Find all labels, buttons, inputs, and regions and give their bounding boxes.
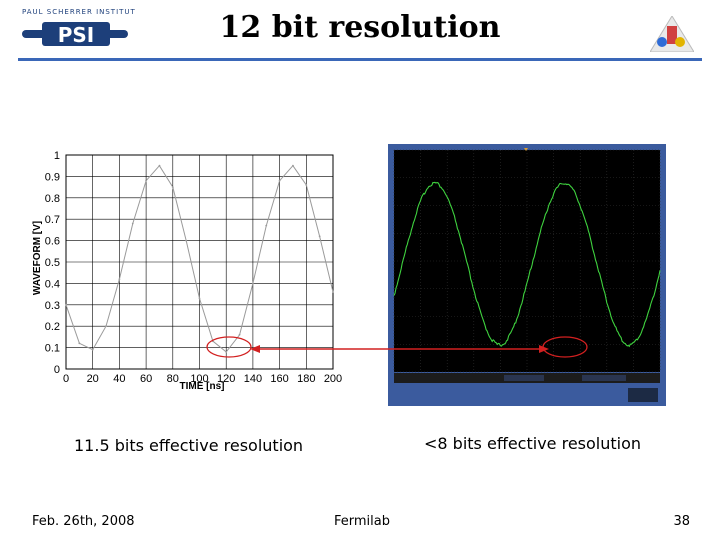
x-axis-label: TIME [ns] xyxy=(180,381,225,392)
logo-mark-text: PSI xyxy=(58,23,95,47)
x-tick-label: 20 xyxy=(87,373,99,385)
plot-frame xyxy=(65,154,334,370)
footer-center: Fermilab xyxy=(334,514,390,529)
y-tick-label: 1 xyxy=(54,150,60,162)
waveform-point xyxy=(145,179,147,182)
waveform-point xyxy=(91,348,94,351)
x-tick-label: 160 xyxy=(270,373,288,385)
left-caption: 11.5 bits effective resolution xyxy=(74,436,304,455)
corner-logo-icon xyxy=(650,16,694,52)
y-axis-label: WAVEFORM [V] xyxy=(32,221,43,295)
waveform-point xyxy=(158,164,161,167)
waveform-point xyxy=(118,278,121,281)
y-tick-label: 0.5 xyxy=(45,257,60,269)
x-tick-label: 100 xyxy=(190,373,208,385)
waveform-point xyxy=(105,325,107,328)
right-caption: <8 bits effective resolution xyxy=(424,434,642,453)
y-tick-labels: 0 0.1 0.2 0.3 0.4 0.5 0.6 0.7 0.8 0.9 1 xyxy=(45,150,60,376)
y-tick-label: 0.8 xyxy=(45,193,60,205)
plot-grid xyxy=(65,154,334,370)
waveform-point xyxy=(171,186,174,188)
waveform-point xyxy=(265,224,268,227)
y-tick-label: 0.7 xyxy=(45,214,60,226)
y-tick-label: 0 xyxy=(54,364,60,376)
x-tick-label: 140 xyxy=(244,373,262,385)
psi-logo-mark: PSI xyxy=(22,22,128,47)
scope-trace xyxy=(393,181,661,348)
y-tick-label: 0.3 xyxy=(45,300,60,312)
waveform-point xyxy=(238,333,241,336)
x-tick-labels: 0 20 40 60 80 100 120 140 160 180 200 xyxy=(63,373,342,385)
waveform-point xyxy=(305,184,308,186)
trigger-marker-icon xyxy=(524,148,528,151)
oscilloscope-screenshot xyxy=(388,144,666,406)
waveform-point xyxy=(225,350,228,353)
waveform-point xyxy=(78,342,81,345)
waveform-point xyxy=(198,297,201,300)
header-rule xyxy=(18,58,702,61)
footer-page-number: 38 xyxy=(673,514,690,529)
x-tick-label: 0 xyxy=(63,373,69,385)
x-tick-label: 120 xyxy=(217,373,235,385)
scope-graticule xyxy=(393,149,661,373)
x-tick-label: 180 xyxy=(297,373,315,385)
waveform-point xyxy=(65,303,67,306)
y-tick-label: 0.4 xyxy=(45,278,60,290)
psi-logo: PAUL SCHERRER INSTITUT PSI xyxy=(22,8,135,50)
footer-date: Feb. 26th, 2008 xyxy=(32,514,135,529)
y-tick-label: 0.9 xyxy=(45,171,60,183)
x-tick-label: 200 xyxy=(324,373,342,385)
x-tick-label: 40 xyxy=(113,373,125,385)
waveform-point xyxy=(252,282,254,285)
page-title: 12 bit resolution xyxy=(219,10,501,45)
waveform-point xyxy=(185,239,188,242)
waveform-point xyxy=(292,164,294,167)
comparison-arrow xyxy=(250,345,549,353)
logo-org-text: PAUL SCHERRER INSTITUT xyxy=(22,8,136,16)
waveform-point xyxy=(278,179,281,182)
y-tick-label: 0.6 xyxy=(45,236,60,248)
waveform-plot: 0 0.1 0.2 0.3 0.4 0.5 0.6 0.7 0.8 0.9 1 0 20 40 60 80 1… xyxy=(32,150,342,392)
x-tick-label: 60 xyxy=(140,373,152,385)
x-tick-label: 80 xyxy=(167,373,179,385)
y-tick-label: 0.2 xyxy=(45,321,60,333)
y-tick-label: 0.1 xyxy=(45,343,60,355)
waveform-point xyxy=(332,291,334,293)
plot-minimum-marker xyxy=(206,336,252,358)
waveform-point xyxy=(318,235,321,238)
waveform-point xyxy=(131,222,134,225)
